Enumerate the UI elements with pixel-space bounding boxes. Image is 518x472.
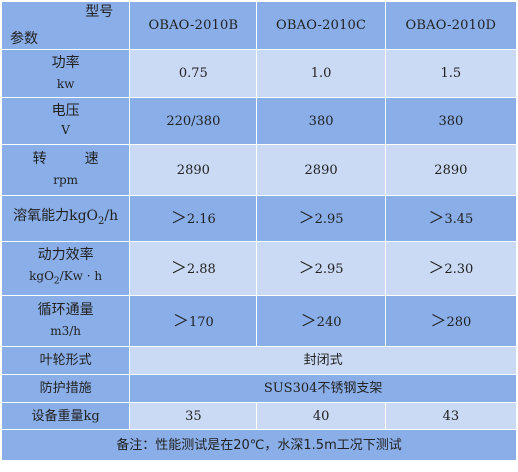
flow-c: ＞240: [256, 295, 386, 347]
voltage-d: 380: [384, 97, 518, 145]
greater-than-symbol: ＞: [300, 310, 317, 330]
greater-than-symbol: ＞: [170, 258, 187, 277]
power-b: 0.75: [129, 49, 258, 98]
voltage-b: 220/380: [129, 97, 258, 145]
power-c: 1.0: [256, 49, 386, 98]
greater-than-symbol: ＞: [172, 310, 189, 330]
model-c-header: OBAO-2010C: [256, 1, 386, 50]
flow-d: ＞280: [384, 295, 518, 347]
protection-label: 防护措施: [0, 374, 131, 403]
note-text: 备注：性能测试是在20℃，水深1.5m工况下测试: [1, 429, 517, 461]
efficiency-c: ＞2.95: [256, 241, 386, 296]
speed-c: 2890: [256, 144, 386, 196]
model-d-header: OBAO-2010D: [384, 1, 518, 50]
oxygen-d: ＞3.45: [384, 195, 518, 242]
greater-than-symbol: ＞: [428, 208, 445, 227]
power-label: 功率 kw: [0, 49, 131, 98]
spec-table: 型号 参数 OBAO-2010B OBAO-2010C OBAO-2010D 功…: [0, 1, 518, 461]
corner-param-label: 参数: [10, 31, 38, 47]
flow-label: 循环通量 m3/h: [0, 295, 131, 347]
greater-than-symbol: ＞: [430, 310, 447, 330]
speed-b: 2890: [129, 144, 258, 196]
protection-value: SUS304不锈钢支架: [129, 374, 517, 403]
weight-d: 43: [384, 402, 518, 430]
model-b-header: OBAO-2010B: [129, 1, 258, 50]
impeller-label: 叶轮形式: [0, 346, 131, 375]
efficiency-row: 动力效率 kgO2/Kw · h ＞2.88 ＞2.95 ＞2.30: [0, 241, 518, 296]
oxygen-c: ＞2.95: [256, 195, 386, 242]
power-d: 1.5: [384, 49, 518, 98]
flow-row: 循环通量 m3/h ＞170 ＞240 ＞280: [0, 295, 518, 347]
power-row: 功率 kw 0.75 1.0 1.5: [0, 49, 518, 98]
oxygen-b: ＞2.16: [129, 195, 258, 242]
voltage-c: 380: [256, 97, 386, 145]
protection-row: 防护措施 SUS304不锈钢支架: [0, 374, 517, 403]
flow-b: ＞170: [129, 295, 258, 347]
weight-c: 40: [256, 402, 386, 430]
speed-row: 转速 rpm 2890 2890 2890: [0, 144, 518, 196]
oxygen-row: 溶氧能力kgO2/h ＞2.16 ＞2.95 ＞3.45: [0, 195, 518, 242]
efficiency-d: ＞2.30: [384, 241, 518, 296]
corner-cell: 型号 参数: [0, 1, 131, 50]
greater-than-symbol: ＞: [428, 258, 445, 277]
efficiency-b: ＞2.88: [129, 241, 258, 296]
weight-label: 设备重量kg: [0, 402, 131, 430]
greater-than-symbol: ＞: [170, 208, 187, 227]
note-row: 备注：性能测试是在20℃，水深1.5m工况下测试: [1, 429, 517, 461]
greater-than-symbol: ＞: [298, 208, 315, 227]
weight-b: 35: [129, 402, 258, 430]
header-row: 型号 参数 OBAO-2010B OBAO-2010C OBAO-2010D: [0, 1, 518, 50]
corner-model-label: 型号: [85, 4, 114, 20]
greater-than-symbol: ＞: [298, 258, 315, 277]
oxygen-label: 溶氧能力kgO2/h: [0, 195, 131, 242]
impeller-value: 封闭式: [129, 346, 517, 375]
weight-row: 设备重量kg 35 40 43: [0, 402, 518, 430]
voltage-label: 电压 V: [0, 97, 131, 145]
efficiency-label: 动力效率 kgO2/Kw · h: [0, 241, 131, 296]
speed-label: 转速 rpm: [0, 144, 131, 196]
voltage-row: 电压 V 220/380 380 380: [0, 97, 518, 145]
speed-d: 2890: [384, 144, 518, 196]
impeller-row: 叶轮形式 封闭式: [0, 346, 517, 375]
